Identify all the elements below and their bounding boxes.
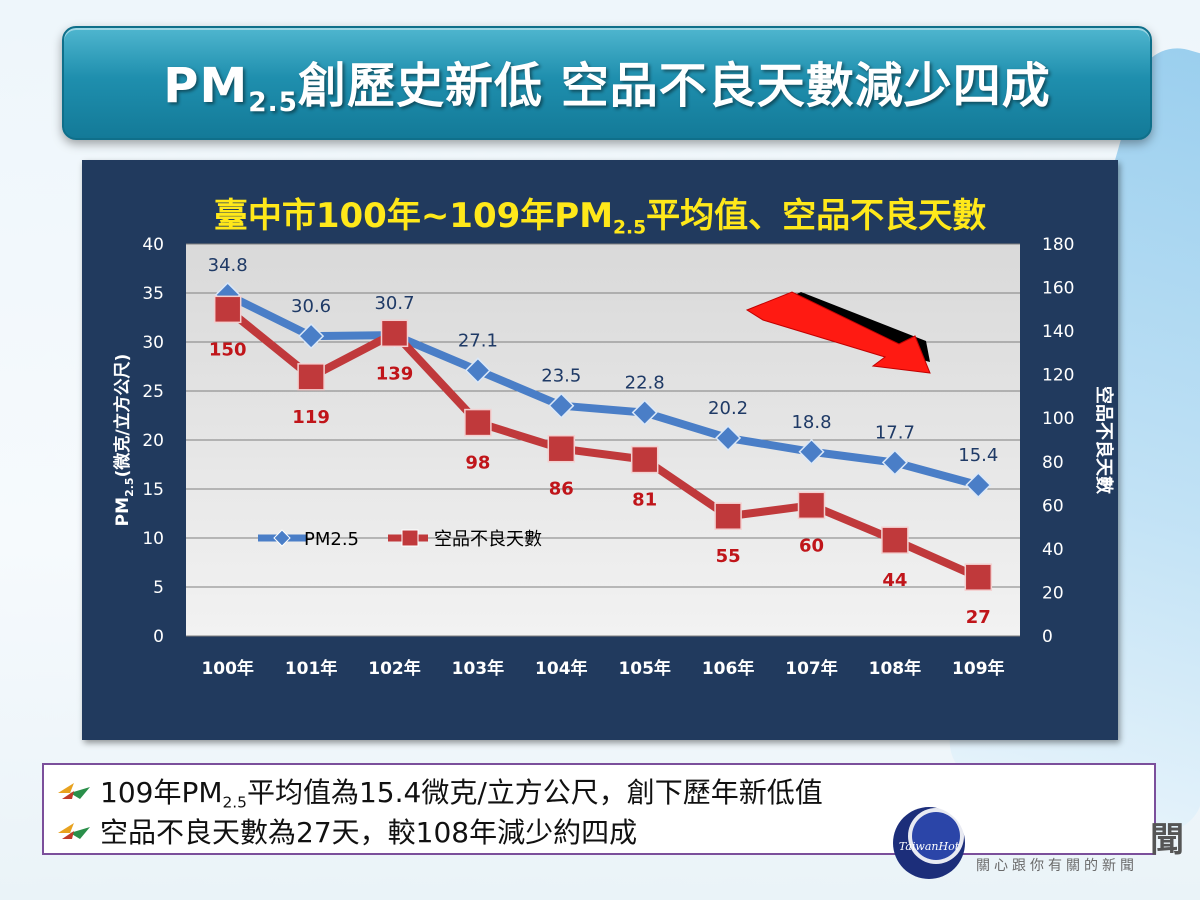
- legend-days-label: 空品不良天數: [434, 529, 542, 550]
- trend-arrow: [745, 291, 931, 374]
- bad-air-days-point: [297, 363, 325, 391]
- bad-air-days-data-label: 150: [209, 339, 247, 360]
- left-tick-label: 35: [142, 284, 164, 304]
- right-tick-label: 60: [1042, 496, 1064, 516]
- left-tick-label: 20: [142, 431, 164, 451]
- bad-air-days-data-label: 98: [465, 453, 490, 474]
- pm25-data-label: 30.7: [374, 293, 414, 314]
- bullet-star-icon: [58, 823, 90, 839]
- pm25-point: [798, 438, 825, 465]
- x-tick-label: 101年: [285, 658, 338, 679]
- pm25-data-label: 34.8: [208, 255, 248, 276]
- series-pm25: [214, 281, 992, 499]
- pm25-point: [631, 399, 658, 426]
- x-tick-label: 102年: [368, 658, 421, 679]
- right-tick-label: 180: [1042, 235, 1074, 255]
- svg-text:TaiwanHot: TaiwanHot: [899, 840, 960, 853]
- bad-air-days-data-label: 27: [966, 607, 991, 628]
- bullet-star-icon: [58, 783, 90, 799]
- pm25-point: [965, 472, 992, 499]
- pm25-data-label: 18.8: [791, 412, 831, 433]
- bad-air-days-data-label: 139: [376, 363, 414, 384]
- legend: PM2.5 空品不良天數: [258, 529, 542, 550]
- pm25-point: [548, 392, 575, 419]
- left-tick-label: 30: [142, 333, 164, 353]
- page-title: PM2.5創歷史新低 空品不良天數減少四成: [163, 58, 1051, 119]
- pm25-point: [298, 323, 325, 350]
- right-tick-label: 80: [1042, 453, 1064, 473]
- pm25-data-label: 15.4: [958, 445, 998, 466]
- left-axis-ticks: 0 5 10 15 20 25 30 35 40: [142, 235, 164, 647]
- legend-pm25-label: PM2.5: [304, 529, 359, 550]
- series-bad-air-days: [213, 295, 993, 591]
- pm25-data-label: 27.1: [458, 330, 498, 351]
- pm25-line: [225, 291, 980, 489]
- right-tick-label: 40: [1042, 540, 1064, 560]
- x-tick-label: 104年: [535, 658, 588, 679]
- pm25-data-label: 17.7: [875, 423, 915, 444]
- bad-air-days-point: [964, 563, 993, 591]
- bad-air-days-point: [547, 434, 576, 463]
- bad-air-days-point: [881, 526, 909, 554]
- x-tick-label: 105年: [618, 658, 671, 679]
- left-tick-label: 40: [142, 235, 164, 255]
- right-tick-label: 160: [1042, 279, 1074, 299]
- bad-air-days-point: [380, 319, 409, 348]
- watermark-partial-char: 聞: [1150, 820, 1184, 860]
- bad-air-days-data-label: 44: [882, 570, 907, 591]
- right-tick-label: 0: [1042, 627, 1053, 647]
- bad-air-days-line: [225, 306, 980, 581]
- left-tick-label: 0: [153, 627, 164, 647]
- pm25-data-labels: 34.8 30.6 30.7 27.1 23.5 22.8 20.2 18.8 17.7 15.4: [208, 255, 999, 466]
- legend-days-marker: [401, 529, 419, 547]
- pm25-point: [464, 357, 491, 384]
- left-axis-label: PM2.5(微克/立方公尺): [112, 354, 136, 527]
- summary-notes: 109年PM2.5平均值為15.4微克/立方公尺，創下歷年新低值 空品不良天數為…: [42, 763, 1156, 855]
- left-tick-label: 5: [153, 578, 164, 598]
- x-tick-label: 107年: [785, 658, 838, 679]
- watermark-tagline: 關心跟你有關的新聞: [976, 858, 1138, 874]
- pm25-data-label: 22.8: [625, 373, 665, 394]
- x-tick-label: 103年: [452, 658, 505, 679]
- chart-title: 臺中市100年~109年PM2.5平均值、空品不良天數: [213, 196, 987, 239]
- bad-air-days-point: [213, 295, 242, 324]
- bad-air-days-point: [630, 445, 659, 474]
- bad-air-days-data-label: 81: [632, 490, 657, 511]
- x-tick-label: 108年: [869, 658, 922, 679]
- bad-air-days-data-label: 55: [716, 546, 741, 567]
- left-tick-label: 15: [142, 480, 164, 500]
- right-tick-label: 120: [1042, 366, 1074, 386]
- left-tick-label: 10: [142, 529, 164, 549]
- note-1: 109年PM2.5平均值為15.4微克/立方公尺，創下歷年新低值: [100, 776, 823, 812]
- title-banner: PM2.5創歷史新低 空品不良天數減少四成: [62, 26, 1152, 140]
- bad-air-days-data-label: 86: [549, 479, 574, 500]
- right-tick-label: 140: [1042, 322, 1074, 342]
- x-axis-ticks: 100年 101年 102年 103年 104年 105年 106年 107年 108年 109年: [201, 658, 1004, 679]
- pm25-data-label: 20.2: [708, 398, 748, 419]
- pm25-data-label: 30.6: [291, 296, 331, 317]
- pm25-point: [715, 424, 742, 452]
- right-axis-ticks: 0 20 40 60 80 100 120 140 160 180: [1042, 235, 1074, 647]
- taiwanhot-logo: TaiwanHot: [893, 807, 965, 879]
- bad-air-days-point: [797, 491, 826, 520]
- left-tick-label: 25: [142, 382, 164, 402]
- bad-air-days-data-label: 60: [799, 535, 824, 556]
- pm25-point: [881, 449, 908, 476]
- right-tick-label: 20: [1042, 583, 1064, 603]
- bad-air-days-data-label: 119: [292, 407, 330, 428]
- bad-air-days-point: [464, 408, 492, 437]
- pm25-data-label: 23.5: [541, 366, 581, 387]
- right-axis-label: 空品不良天數: [1093, 386, 1115, 494]
- x-tick-label: 109年: [952, 658, 1005, 679]
- legend-pm25-marker: [273, 529, 291, 547]
- gridlines: [186, 243, 1020, 637]
- x-tick-label: 106年: [702, 658, 755, 679]
- bad-air-days-point: [714, 502, 742, 530]
- bad-air-days-data-labels: 150 119 139 98 86 81 55 60 44 27: [209, 339, 991, 628]
- x-tick-label: 100年: [201, 658, 254, 679]
- note-2: 空品不良天數為27天，較108年減少約四成: [100, 816, 638, 849]
- right-tick-label: 100: [1042, 409, 1074, 429]
